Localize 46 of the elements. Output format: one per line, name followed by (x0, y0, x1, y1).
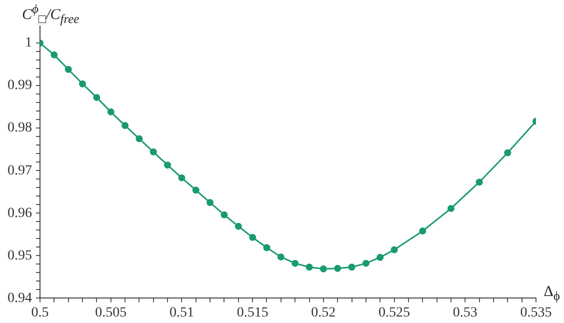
point (206, 199, 214, 206)
point (136, 135, 143, 142)
point (107, 108, 114, 116)
y-axis-title: C$^{ϕ}$$_{□}$/C$_{free}$ (22, 2, 80, 27)
point (64, 66, 72, 73)
point (320, 265, 327, 272)
point (419, 228, 426, 234)
point (362, 260, 370, 267)
y-tick-label: 0.94 (8, 290, 32, 306)
x-axis-title: Δ$_{ϕ}$ (544, 284, 560, 304)
y-tick-label: 1 (25, 36, 32, 51)
point (447, 204, 454, 212)
point (178, 174, 186, 182)
x-tick-label: 0.51 (169, 305, 194, 320)
point (292, 260, 299, 267)
point (348, 264, 356, 271)
point (306, 264, 313, 271)
x-tick-label: 0.535 (520, 305, 552, 320)
point (192, 186, 200, 194)
point (334, 264, 342, 272)
point (79, 80, 86, 88)
y-tick-label: 0.96 (8, 206, 32, 221)
point (122, 122, 129, 130)
y-tick-label: 0.95 (8, 248, 32, 264)
y-tick-label: 0.99 (8, 78, 32, 94)
x-tick-label: 0.505 (95, 305, 127, 320)
x-tick-label: 0.53 (452, 305, 478, 320)
x-tick-label: 0.525 (378, 305, 410, 320)
point (263, 244, 270, 252)
point (390, 246, 398, 254)
x-tick-label: 0.52 (311, 305, 336, 320)
point (220, 211, 228, 218)
point (277, 253, 284, 260)
point (50, 51, 58, 58)
point (93, 94, 100, 101)
x-tick-label: 0.515 (236, 305, 268, 320)
y-tick-label: 0.97 (8, 163, 32, 178)
point (234, 222, 242, 230)
x-tick-label: 0.5 (31, 305, 49, 320)
y-tick-label: 0.98 (8, 120, 32, 136)
point (249, 234, 256, 241)
point (376, 254, 384, 261)
point (164, 162, 172, 169)
point (476, 178, 483, 186)
point (504, 149, 512, 156)
point (150, 148, 157, 156)
